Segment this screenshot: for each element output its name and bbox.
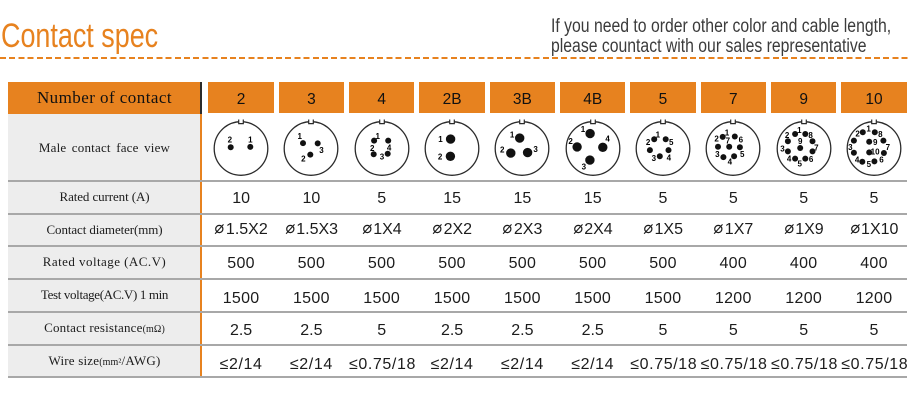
svg-text:10: 10 <box>871 148 880 157</box>
svg-text:8: 8 <box>878 130 883 139</box>
svg-text:1: 1 <box>375 132 380 141</box>
svg-text:3: 3 <box>534 145 539 154</box>
svg-text:9: 9 <box>798 137 803 146</box>
svg-text:1: 1 <box>866 125 871 134</box>
svg-text:4: 4 <box>787 155 792 164</box>
svg-text:2: 2 <box>715 135 720 144</box>
svg-text:5: 5 <box>669 138 674 147</box>
svg-text:3: 3 <box>715 150 720 159</box>
svg-text:4: 4 <box>728 158 733 167</box>
svg-text:4: 4 <box>855 156 860 165</box>
svg-text:6: 6 <box>809 155 814 164</box>
svg-text:7: 7 <box>726 136 731 145</box>
svg-text:3: 3 <box>320 146 325 155</box>
svg-text:7: 7 <box>886 143 891 152</box>
svg-text:2: 2 <box>500 146 505 155</box>
svg-text:1: 1 <box>248 136 253 145</box>
svg-text:3: 3 <box>652 154 657 163</box>
svg-text:3: 3 <box>848 143 853 152</box>
svg-text:1: 1 <box>656 130 661 139</box>
svg-text:3: 3 <box>379 153 384 162</box>
svg-text:2: 2 <box>370 144 375 153</box>
svg-text:2: 2 <box>646 138 651 147</box>
svg-text:9: 9 <box>873 138 878 147</box>
svg-text:4: 4 <box>605 135 610 144</box>
svg-text:1: 1 <box>725 128 730 137</box>
svg-text:3: 3 <box>581 163 586 172</box>
svg-text:5: 5 <box>797 160 802 169</box>
svg-text:4: 4 <box>387 143 392 152</box>
svg-text:1: 1 <box>510 130 515 139</box>
svg-text:5: 5 <box>740 150 745 159</box>
svg-text:4: 4 <box>667 154 672 163</box>
svg-text:2: 2 <box>568 137 573 146</box>
svg-text:1: 1 <box>438 135 443 144</box>
svg-text:2: 2 <box>438 152 443 161</box>
svg-text:6: 6 <box>879 155 884 164</box>
svg-text:5: 5 <box>867 160 872 169</box>
svg-text:3: 3 <box>780 144 785 153</box>
svg-text:7: 7 <box>814 144 819 153</box>
svg-text:1: 1 <box>298 132 303 141</box>
svg-text:2: 2 <box>855 130 860 139</box>
svg-text:2: 2 <box>302 155 307 164</box>
svg-text:2: 2 <box>785 131 790 140</box>
svg-text:2: 2 <box>228 136 233 145</box>
svg-text:6: 6 <box>739 136 744 145</box>
svg-text:8: 8 <box>808 131 813 140</box>
svg-text:1: 1 <box>797 126 802 135</box>
svg-text:1: 1 <box>580 125 585 134</box>
